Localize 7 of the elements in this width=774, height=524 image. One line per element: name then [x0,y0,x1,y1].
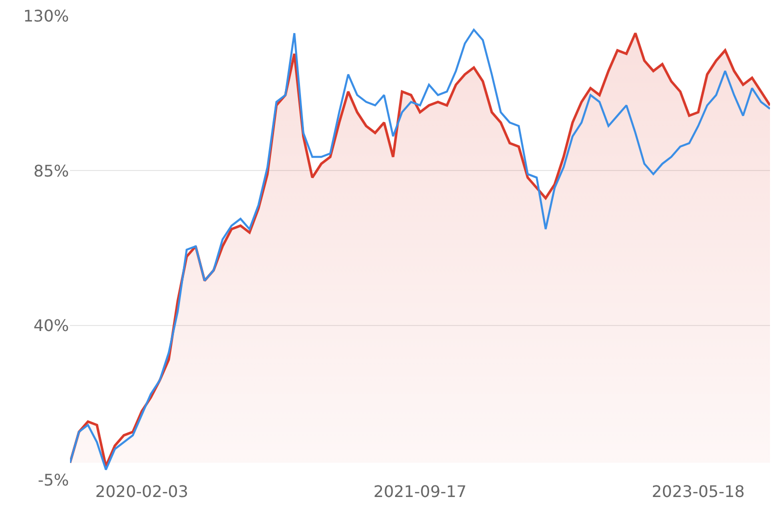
x-tick-label: 2020-02-03 [95,482,188,501]
y-tick-label: 85% [33,161,69,180]
y-tick-label: -5% [38,470,69,490]
x-tick-label: 2023-05-18 [652,482,745,501]
x-tick-label: 2021-09-17 [374,482,466,501]
y-tick-label: 130% [23,6,69,26]
y-tick-label: 40% [33,316,69,335]
